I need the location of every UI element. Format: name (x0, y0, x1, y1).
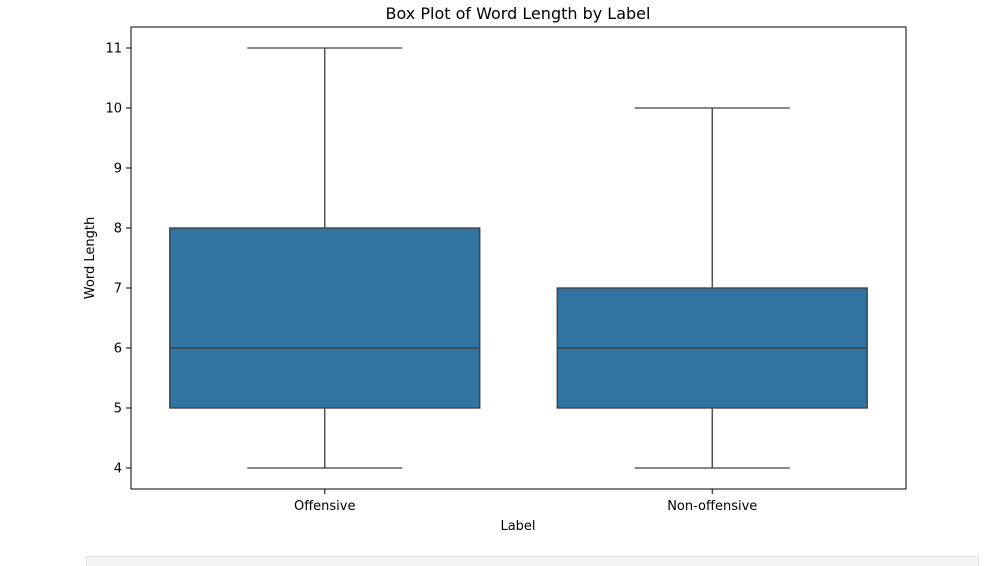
y-axis-label: Word Length (83, 217, 98, 299)
y-tick-label: 10 (105, 102, 122, 117)
x-axis: Offensive Non-offensive (294, 489, 757, 514)
y-tick-label: 4 (114, 462, 122, 477)
next-cell-container (86, 556, 979, 566)
y-axis: 4 5 6 7 8 9 10 11 (105, 42, 131, 477)
y-tick-label: 6 (114, 342, 122, 357)
plot-area (130, 26, 907, 490)
box-offensive (169, 47, 481, 469)
x-tick-label: Offensive (294, 499, 356, 514)
y-tick-label: 7 (114, 282, 122, 297)
chart-title: Box Plot of Word Length by Label (386, 4, 651, 23)
x-tick-label: Non-offensive (667, 499, 757, 514)
y-tick-label: 11 (105, 42, 122, 57)
y-tick-label: 8 (114, 222, 122, 237)
iqr-box (169, 227, 481, 409)
box-non-offensive (556, 107, 868, 469)
y-tick-label: 5 (114, 402, 122, 417)
y-tick-label: 9 (114, 162, 122, 177)
x-axis-label: Label (500, 519, 535, 534)
boxes (169, 47, 868, 469)
